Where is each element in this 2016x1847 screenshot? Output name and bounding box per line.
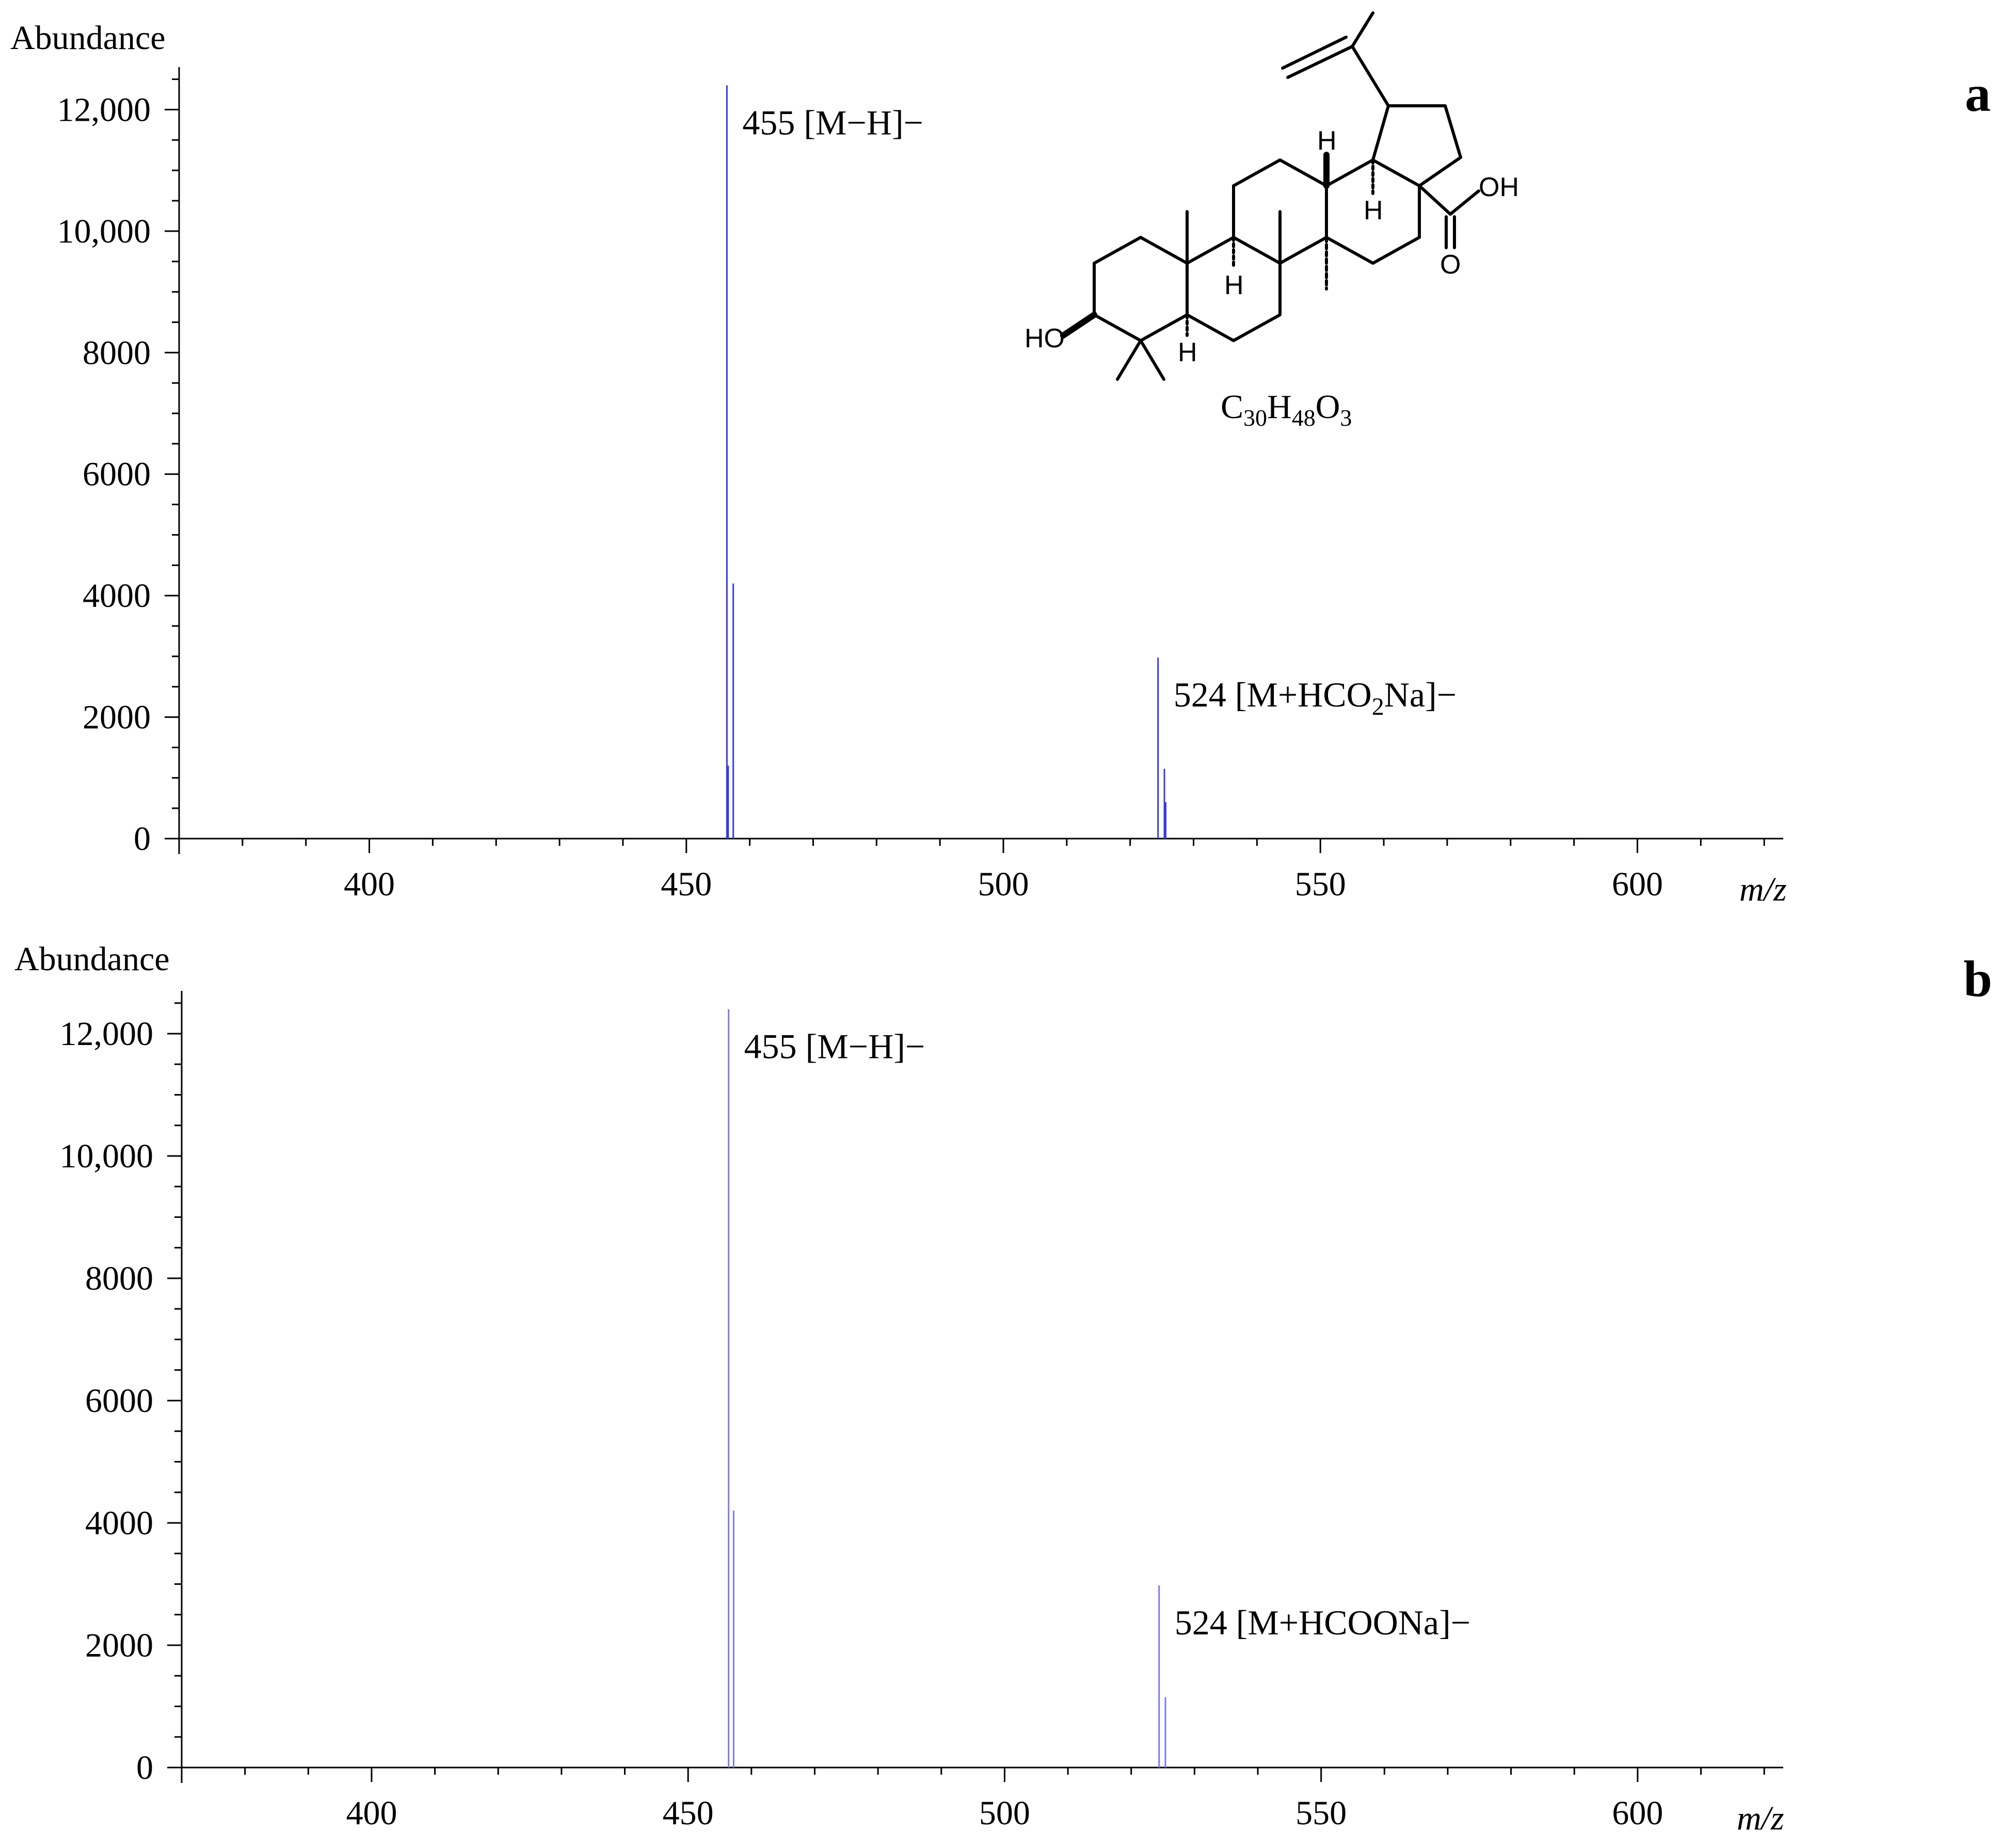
methyl-bond-top (1351, 11, 1374, 48)
y-tick-label: 8000 (85, 1260, 153, 1297)
vinyl-double-bond-2 (1281, 36, 1348, 70)
x-tick-label: 400 (346, 1794, 397, 1832)
x-tick-label: 500 (979, 1794, 1030, 1832)
y-tick-label: 4000 (83, 577, 151, 615)
y-axis-title: Abundance (14, 940, 170, 978)
gem-dimethyl-1 (1116, 339, 1142, 381)
gem-dimethyl-2 (1139, 339, 1165, 381)
peak-annotation: 455 [M−H]− (742, 103, 923, 142)
y-tick-label: 12,000 (60, 1015, 154, 1053)
y-tick-label: 10,000 (57, 213, 151, 250)
y-tick-label: 6000 (85, 1382, 153, 1420)
ring-a-bonds (1093, 236, 1189, 342)
y-tick-label: 8000 (83, 334, 151, 372)
hydroxyl-bond (1060, 312, 1097, 339)
acid-oh-label: OH (1479, 172, 1519, 202)
x-tick-label: 600 (1612, 1794, 1663, 1832)
x-axis-title: m/z (1739, 871, 1787, 908)
y-tick-label: 6000 (83, 456, 151, 493)
peak-annotation: 524 [M+HCOONa]− (1175, 1603, 1470, 1642)
x-tick-label: 600 (1612, 865, 1663, 903)
h-label-c13: H (1364, 196, 1383, 226)
x-tick-label: 400 (344, 865, 395, 903)
peak-annotation: 455 [M−H]− (744, 1027, 925, 1066)
x-axis-title: m/z (1737, 1800, 1784, 1837)
y-tick-label: 12,000 (57, 91, 151, 129)
x-tick-label: 450 (663, 1794, 714, 1832)
betulinic-acid-structure (1060, 11, 1480, 381)
ring-d-bonds (1325, 158, 1421, 265)
isopropenyl-bond (1351, 45, 1390, 107)
x-tick-label: 450 (661, 865, 712, 903)
y-tick-label: 0 (134, 820, 151, 858)
vinyl-double-bond-1 (1286, 45, 1354, 79)
panel-b-letter: b (1963, 950, 1992, 1007)
ring-b-bonds (1186, 236, 1282, 342)
y-tick-label: 4000 (85, 1504, 153, 1542)
x-tick-label: 550 (1295, 865, 1346, 903)
ring-c-bonds (1232, 158, 1328, 265)
y-tick-label: 10,000 (60, 1137, 154, 1175)
ring-e-bonds (1371, 104, 1462, 187)
x-tick-label: 550 (1295, 1794, 1347, 1832)
panel-a-chart: 0 2000 4000 6000 8000 10,000 12,000 400 450 500 55… (10, 19, 1787, 908)
carboxyl-bond (1418, 184, 1452, 216)
panel-b-chart: 0 2000 4000 6000 8000 10,000 12,000 400 450 500 55… (14, 940, 1784, 1837)
y-tick-label: 2000 (83, 699, 151, 736)
peak-annotation: 524 [M+HCO2Na]− (1174, 675, 1457, 720)
h-label-c9: H (1224, 270, 1244, 300)
h-label-c18: H (1317, 126, 1337, 156)
hydroxyl-label: HO (1025, 324, 1065, 354)
y-axis-title: Abundance (10, 19, 166, 57)
x-tick-label: 500 (978, 865, 1029, 903)
y-tick-label: 2000 (85, 1627, 153, 1664)
carbonyl-o-label: O (1440, 250, 1461, 280)
y-tick-label: 0 (136, 1749, 153, 1787)
panel-a-letter: a (1965, 65, 1991, 122)
carboxyl-oh-bond (1449, 189, 1480, 216)
h-label-c5: H (1178, 338, 1197, 367)
molecular-formula: C30H48O3 (1221, 388, 1352, 431)
